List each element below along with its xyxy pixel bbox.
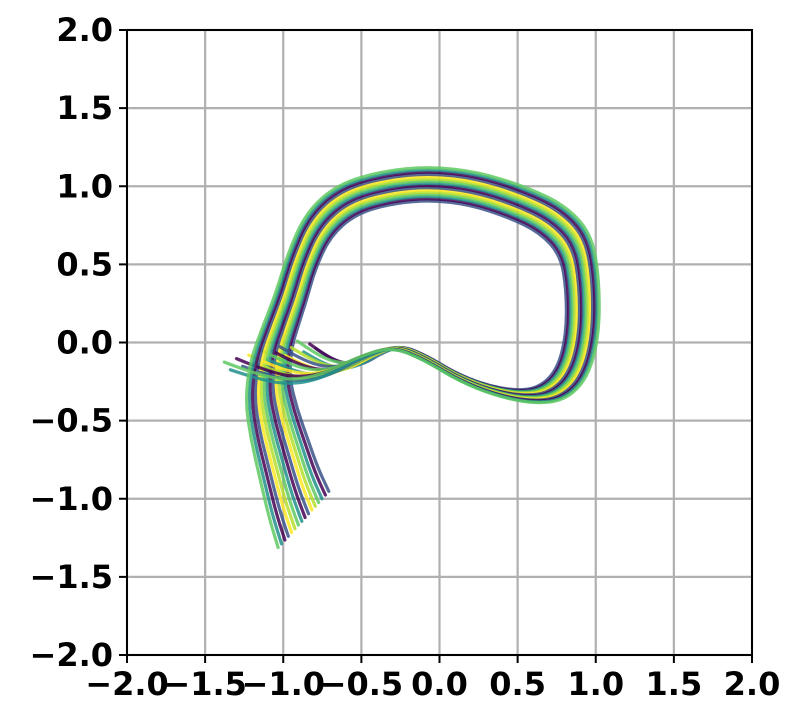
grid <box>125 28 754 657</box>
y-tick-label: −2.0 <box>30 636 114 674</box>
trajectory-line <box>288 199 568 493</box>
x-tick-label: −1.5 <box>163 665 247 703</box>
y-tick-label: −1.0 <box>30 480 114 518</box>
y-axis-ticks: −2.0 −1.5 −1.0 −0.5 0.0 0.5 1.0 1.5 2.0 <box>30 11 127 674</box>
y-tick-label: 0.5 <box>56 245 113 283</box>
x-tick-label: 0.0 <box>411 665 468 703</box>
x-tick-label: −1.0 <box>242 665 326 703</box>
y-tick-label: 1.0 <box>56 167 113 205</box>
y-tick-label: 1.5 <box>56 89 113 127</box>
x-tick-label: −0.5 <box>320 665 404 703</box>
trajectory-line <box>222 166 601 550</box>
x-tick-label: −2.0 <box>85 665 169 703</box>
y-tick-label: −0.5 <box>30 402 114 440</box>
x-tick-label: 1.0 <box>567 665 624 703</box>
x-tick-label: 2.0 <box>724 665 781 703</box>
x-tick-label: 1.5 <box>646 665 703 703</box>
y-tick-label: 0.0 <box>56 324 113 362</box>
x-axis-ticks: −2.0−1.5−1.0−0.5 0.0 0.5 1.0 1.5 2.0 <box>85 655 780 703</box>
y-tick-label: 2.0 <box>56 11 113 49</box>
trajectory-lines <box>222 166 601 550</box>
x-tick-label: 0.5 <box>489 665 546 703</box>
y-tick-label: −1.5 <box>30 558 114 596</box>
